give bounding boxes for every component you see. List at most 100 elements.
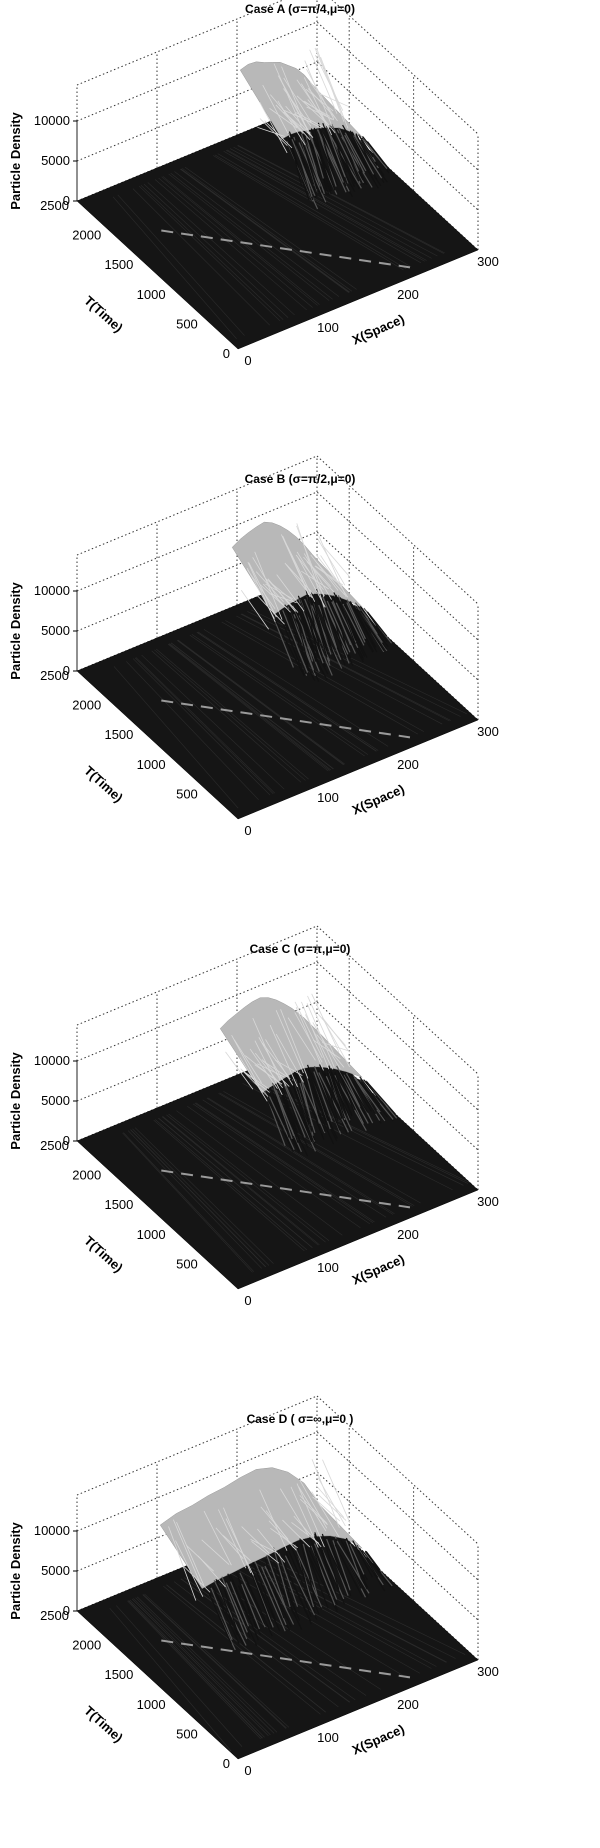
surface-highlight (322, 545, 351, 578)
surface-highlight (311, 1491, 340, 1538)
surface-spike (344, 132, 367, 172)
surface-spike (331, 1072, 353, 1115)
surface-streak (167, 643, 329, 772)
surface-streak (162, 176, 320, 305)
surface-spike (318, 1072, 350, 1133)
reference-dashed-line (161, 699, 411, 739)
t-tick-label: 1000 (137, 287, 166, 302)
surface-spike (266, 1554, 288, 1612)
surface-highlight (197, 1555, 226, 1588)
surface-streak (182, 168, 353, 292)
surface-streak (192, 1103, 371, 1225)
surface-streak (180, 1578, 351, 1703)
x-tick-label: 300 (477, 1664, 499, 1679)
surface-spike (276, 1558, 299, 1617)
surface-ridge-top (239, 61, 363, 140)
surface-spike (361, 1549, 392, 1588)
surface-highlight (262, 84, 291, 138)
surface-spike (336, 1540, 370, 1594)
surface-spike (307, 132, 328, 192)
surface-streak (166, 1114, 326, 1243)
surface-streak (206, 1097, 394, 1215)
surface-highlight (305, 88, 334, 112)
surface-highlight (259, 1489, 288, 1551)
surface-highlight (256, 595, 285, 625)
z-axis-label: Particle Density (8, 1051, 23, 1149)
panel-title: Case D ( σ=∞,μ=0 ) (247, 1412, 354, 1426)
surface-streak (154, 1119, 308, 1251)
surface-streak (177, 639, 346, 765)
surface-highlight (241, 1526, 270, 1554)
surface-spike (322, 596, 349, 655)
surface-streak (168, 643, 330, 771)
surface-spike (352, 1540, 373, 1578)
surface-highlight (304, 60, 333, 127)
surface-highlight (320, 56, 349, 129)
surface-spike (317, 122, 335, 177)
surface-streak (184, 1577, 356, 1701)
surface-streak (113, 666, 239, 809)
surface-spike (346, 599, 366, 640)
surface-spike (344, 134, 365, 174)
surface-spike (330, 125, 348, 173)
surface-spike (344, 1541, 369, 1588)
surface-highlight (246, 568, 275, 619)
surface-spike (287, 1087, 316, 1144)
surface-spike (337, 1069, 366, 1124)
surface-highlight (284, 110, 312, 123)
surface-spike (241, 1583, 260, 1630)
x-tick-label: 0 (244, 1763, 251, 1778)
surface-spike (355, 605, 372, 634)
surface-spike (366, 1081, 396, 1115)
surface-streak (130, 1129, 267, 1268)
surface-highlight (265, 578, 294, 601)
surface-spike (361, 138, 388, 170)
surface-spike (360, 606, 380, 634)
surface-highlight (182, 1564, 211, 1593)
surface-spike (304, 1546, 329, 1609)
surface-spike (339, 601, 357, 641)
z-axis-label: Particle Density (8, 581, 23, 679)
surface-streak (169, 643, 331, 771)
surface-highlight (248, 562, 277, 618)
surface-highlight (314, 47, 343, 115)
x-tick-label: 100 (317, 1730, 339, 1745)
surface-spike (359, 1079, 375, 1102)
surface-highlight (249, 1048, 278, 1089)
surface-spike (274, 620, 294, 668)
surface-highlight (250, 1539, 279, 1554)
surface-highlight (257, 127, 285, 137)
surface-streak (147, 182, 295, 316)
grid-lines (76, 955, 479, 1151)
surface-spike (228, 1586, 251, 1638)
t-tick-label: 2000 (72, 698, 101, 713)
surface-streak (202, 1099, 387, 1218)
surface-streak (156, 648, 309, 780)
surface-spike (264, 1558, 285, 1619)
surface-streak (135, 1597, 275, 1734)
surface-highlight (296, 523, 325, 608)
surface-streak (191, 634, 369, 755)
t-tick-label: 1500 (104, 257, 133, 272)
surface-spike (208, 1592, 230, 1640)
surface-spike (344, 1073, 369, 1113)
surface-spike (338, 127, 360, 172)
surface-spike (345, 1540, 361, 1579)
surface-streak (223, 150, 422, 264)
surface-streak (217, 153, 412, 268)
surface-streak (229, 148, 432, 259)
surface-streak (128, 1600, 263, 1739)
surface-spike (239, 1572, 266, 1628)
surface-streak (241, 613, 452, 721)
surface-spike (322, 123, 346, 182)
surface-streak (219, 1092, 415, 1206)
t-tick-label: 1500 (104, 1667, 133, 1682)
t-tick-label: 2500 (40, 668, 69, 683)
surface-spike (280, 617, 305, 676)
surface-highlight (218, 1509, 247, 1569)
surface-highlight (317, 538, 346, 586)
surface-streak (132, 658, 271, 796)
